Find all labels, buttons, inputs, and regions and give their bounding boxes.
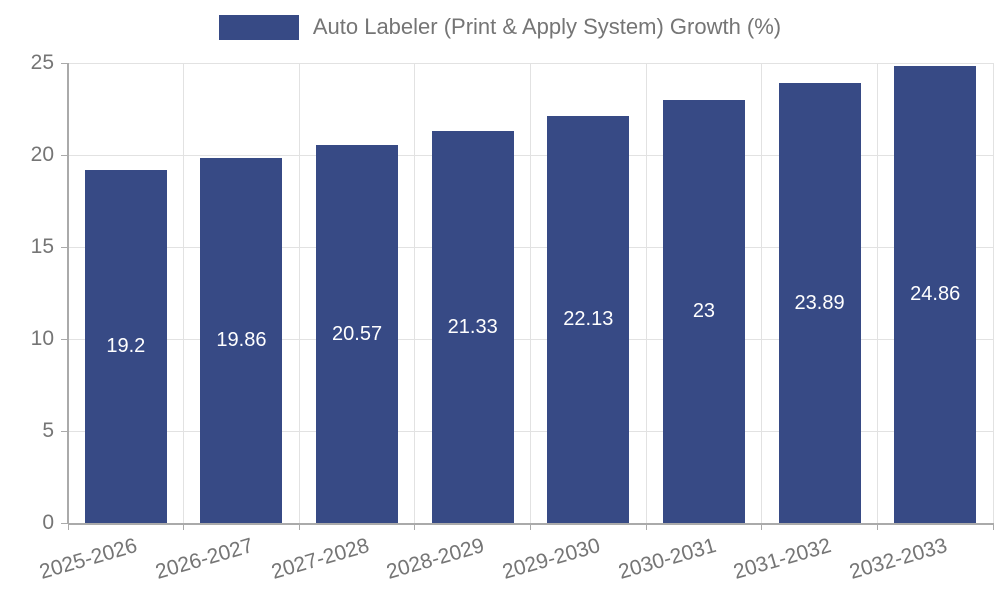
bar[interactable]: 19.86	[200, 157, 283, 523]
bar[interactable]: 24.86	[894, 65, 977, 523]
y-axis-tick	[61, 154, 68, 156]
x-axis-tick	[183, 523, 185, 530]
x-axis-tick-label: 2030-2031	[615, 534, 719, 584]
x-gridline	[876, 63, 878, 523]
x-gridline	[992, 63, 994, 523]
y-axis-tick	[61, 246, 68, 248]
x-axis-tick	[530, 523, 531, 530]
bar[interactable]: 23.89	[778, 83, 861, 523]
x-gridline	[761, 63, 763, 523]
x-gridline	[530, 63, 531, 523]
bar[interactable]: 20.57	[316, 144, 399, 523]
legend-label: Auto Labeler (Print & Apply System) Grow…	[312, 14, 782, 39]
bar-value-label: 23	[692, 300, 716, 323]
y-axis-tick-label: 5	[42, 419, 54, 442]
x-axis-tick-label: 2031-2032	[731, 534, 834, 584]
x-axis-tick-label: 2025-2026	[37, 534, 141, 584]
y-axis-tick	[61, 62, 68, 64]
x-axis-tick-label: 2028-2029	[384, 534, 488, 584]
legend-swatch	[218, 14, 299, 40]
bar-value-label: 21.33	[447, 315, 498, 338]
bar[interactable]: 19.2	[84, 169, 167, 523]
y-axis-tick	[61, 430, 68, 432]
bar-value-label: 19.2	[106, 335, 146, 358]
x-gridline	[414, 63, 416, 523]
x-axis-tick	[876, 523, 878, 530]
y-axis-tick-label: 0	[42, 511, 54, 534]
y-axis-line	[67, 63, 69, 524]
x-gridline	[298, 63, 300, 523]
bar-value-label: 19.86	[216, 329, 267, 352]
bar-value-label: 22.13	[563, 308, 614, 331]
bar[interactable]: 23	[662, 99, 745, 523]
x-gridline	[645, 63, 647, 523]
x-axis-tick	[761, 523, 763, 530]
y-axis-tick	[61, 522, 68, 524]
y-axis-tick-label: 15	[30, 235, 54, 258]
x-axis-line	[68, 522, 993, 525]
x-axis-tick	[414, 523, 416, 530]
bar[interactable]: 21.33	[431, 130, 514, 523]
x-axis-tick-label: 2027-2028	[268, 534, 372, 584]
y-axis-tick-label: 10	[30, 327, 54, 350]
bar-value-label: 24.86	[910, 283, 961, 306]
bar-value-label: 20.57	[332, 322, 383, 345]
x-axis-tick	[67, 523, 69, 530]
legend: Auto Labeler (Print & Apply System) Grow…	[0, 14, 1000, 40]
x-axis-tick-label: 2029-2030	[499, 534, 603, 584]
x-axis-tick	[992, 523, 994, 530]
x-axis-tick-label: 2032-2033	[846, 534, 950, 584]
legend-item[interactable]: Auto Labeler (Print & Apply System) Grow…	[218, 14, 782, 40]
bar-value-label: 23.89	[794, 292, 845, 315]
y-axis-tick	[61, 338, 68, 340]
x-axis-tick-label: 2026-2027	[152, 534, 256, 584]
bar[interactable]: 22.13	[547, 115, 630, 523]
x-axis-tick	[298, 523, 300, 530]
y-axis-tick-label: 20	[30, 143, 54, 166]
y-axis-tick-label: 25	[30, 51, 54, 74]
x-axis-tick	[645, 523, 647, 530]
x-gridline	[183, 63, 185, 523]
